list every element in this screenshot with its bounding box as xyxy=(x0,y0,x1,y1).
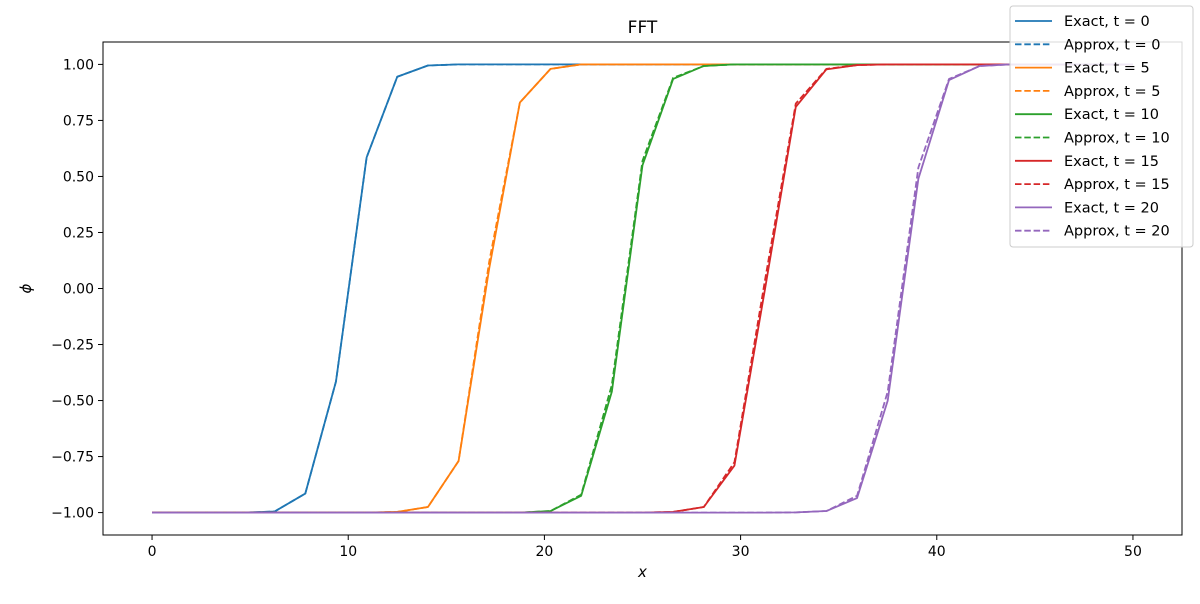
y-tick-label: −1.00 xyxy=(51,506,94,522)
legend-box xyxy=(1009,5,1194,248)
legend-label-4: Exact, t = 10 xyxy=(1064,107,1159,123)
legend-label-0: Exact, t = 0 xyxy=(1064,14,1150,30)
x-tick-label: 0 xyxy=(148,544,157,560)
x-tick-label: 10 xyxy=(339,544,357,560)
legend-label-3: Approx, t = 5 xyxy=(1064,84,1160,100)
y-tick-label: 0.75 xyxy=(63,113,94,129)
y-tick-label: 1.00 xyxy=(63,57,94,73)
legend-label-8: Exact, t = 20 xyxy=(1064,200,1159,216)
x-axis-label: x xyxy=(637,563,647,581)
y-tick-label: 0.00 xyxy=(63,282,94,298)
y-axis-ticks: −1.00 −0.75 −0.50 −0.25 0.00 0.25 0.50 0.75 1.00 xyxy=(51,57,103,522)
chart-title: FFT xyxy=(628,18,658,38)
legend-label-2: Exact, t = 5 xyxy=(1064,61,1150,77)
x-axis-ticks: 0 10 20 30 40 50 xyxy=(148,535,1142,560)
x-tick-label: 50 xyxy=(1124,544,1142,560)
plot-lines xyxy=(152,63,1133,514)
legend-label-1: Approx, t = 0 xyxy=(1064,37,1160,53)
x-tick-label: 40 xyxy=(928,544,946,560)
y-tick-label: −0.50 xyxy=(51,394,94,410)
legend-label-5: Approx, t = 10 xyxy=(1064,131,1170,147)
y-tick-label: −0.25 xyxy=(51,338,94,354)
series-line-9 xyxy=(152,63,1133,514)
legend: Exact, t = 0 Approx, t = 0 Exact, t = 5 App… xyxy=(1009,5,1194,248)
y-axis-label: ϕ xyxy=(17,283,35,293)
y-tick-label: −0.75 xyxy=(51,450,94,466)
y-tick-label: 0.25 xyxy=(63,225,94,241)
legend-label-7: Approx, t = 15 xyxy=(1064,177,1170,193)
legend-label-9: Approx, t = 20 xyxy=(1064,224,1170,240)
x-tick-label: 20 xyxy=(535,544,553,560)
x-tick-label: 30 xyxy=(732,544,750,560)
legend-label-6: Exact, t = 15 xyxy=(1064,154,1159,170)
y-tick-label: 0.50 xyxy=(63,169,94,185)
